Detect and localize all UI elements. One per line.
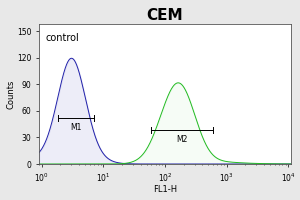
Title: CEM: CEM [147, 8, 183, 23]
X-axis label: FL1-H: FL1-H [153, 185, 177, 194]
Y-axis label: Counts: Counts [7, 79, 16, 109]
Text: M2: M2 [177, 135, 188, 144]
Text: control: control [46, 33, 79, 43]
Text: M1: M1 [70, 123, 81, 132]
